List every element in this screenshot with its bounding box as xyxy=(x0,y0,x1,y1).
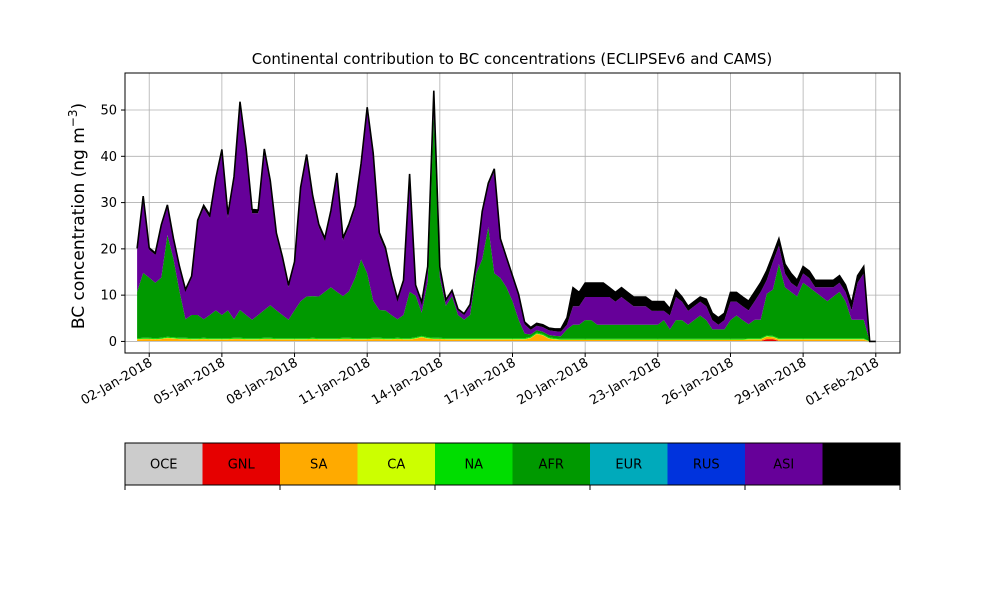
total-outline xyxy=(136,90,876,343)
x-tick-label: 01-Feb-2018 xyxy=(803,355,882,409)
x-tick-label: 20-Jan-2018 xyxy=(515,355,592,408)
y-axis-label-superscript: −3 xyxy=(66,109,80,127)
area-series-afr xyxy=(137,115,876,342)
x-axis: 02-Jan-201805-Jan-201808-Jan-201811-Jan-… xyxy=(79,353,882,409)
y-tick-label: 50 xyxy=(100,104,117,119)
legend-swatch-eur xyxy=(590,443,668,485)
legend-label-afr: AFR xyxy=(539,458,564,473)
legend-label-sa: SA xyxy=(310,458,327,473)
legend-label-oce: OCE xyxy=(150,458,178,473)
y-tick-label: 40 xyxy=(100,150,117,165)
legend-swatch-asi xyxy=(745,443,823,485)
x-tick-label: 29-Jan-2018 xyxy=(733,355,810,408)
legend-swatch-afr xyxy=(512,443,591,485)
x-tick-label: 14-Jan-2018 xyxy=(369,355,446,408)
x-tick-label: 17-Jan-2018 xyxy=(442,355,519,408)
y-axis-label-main: BC concentration (ng m xyxy=(69,127,89,329)
y-tick-label: 20 xyxy=(100,242,117,257)
legend-swatch-rus xyxy=(667,443,746,485)
area-series-ca xyxy=(137,333,876,342)
legend-swatch-ca xyxy=(357,443,436,485)
y-axis-label-close: ) xyxy=(69,103,89,110)
legend-label-eur: EUR xyxy=(615,458,642,473)
colorbar-legend: OCE GNL SA CA NA AFR EUR RUS ASI AUS xyxy=(125,443,901,485)
stacked-areas xyxy=(137,90,876,342)
x-tick-label: 26-Jan-2018 xyxy=(660,355,737,408)
x-tick-label: 23-Jan-2018 xyxy=(587,355,664,408)
x-tick-label: 05-Jan-2018 xyxy=(151,355,228,408)
y-axis: 0 10 20 30 40 50 xyxy=(100,104,125,350)
legend-swatch-na xyxy=(435,443,513,485)
x-tick-label: 08-Jan-2018 xyxy=(224,355,301,408)
colorbar-frame xyxy=(124,442,901,486)
legend-label-na: NA xyxy=(464,458,483,473)
legend-swatch-oce xyxy=(125,443,203,485)
area-series-sa xyxy=(137,334,876,342)
legend-swatch-aus xyxy=(822,443,901,485)
area-series-asi xyxy=(137,92,876,342)
y-tick-label: 30 xyxy=(100,196,117,211)
x-tick-label: 02-Jan-2018 xyxy=(79,355,156,408)
chart-title: Continental contribution to BC concentra… xyxy=(252,50,773,68)
legend-label-rus: RUS xyxy=(693,458,720,473)
area-series-na xyxy=(137,332,876,342)
legend-swatch-sa xyxy=(280,443,358,485)
colorbar-ticks xyxy=(124,485,901,490)
legend-label-asi: ASI xyxy=(773,458,794,473)
legend-label-aus: AUS xyxy=(848,458,875,473)
y-tick-label: 0 xyxy=(109,335,117,350)
legend-swatch-gnl xyxy=(202,443,281,485)
legend-label-gnl: GNL xyxy=(228,458,256,473)
y-tick-label: 10 xyxy=(100,289,117,304)
svg-text:BC concentration (ng m−3): BC concentration (ng m−3) xyxy=(66,103,89,329)
y-axis-label: BC concentration (ng m−3) xyxy=(66,103,89,329)
legend-label-ca: CA xyxy=(387,458,405,473)
x-tick-label: 11-Jan-2018 xyxy=(297,355,374,408)
